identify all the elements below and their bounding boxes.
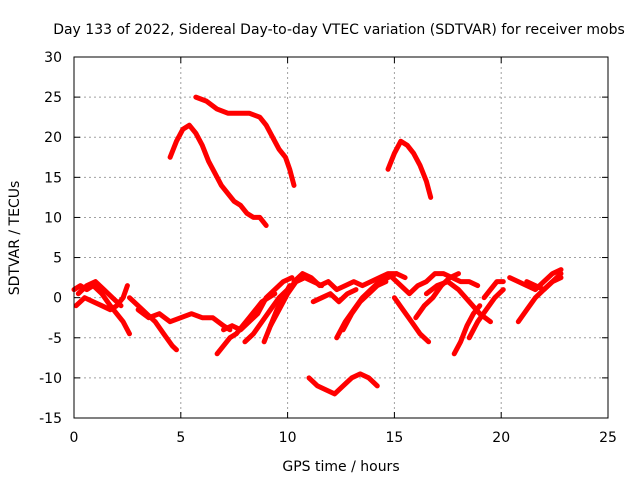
x-axis-ticks: 0 5 10 15 20 25 <box>70 57 617 446</box>
y-tick-label: 5 <box>53 251 62 267</box>
series-arc-21 <box>413 271 461 321</box>
y-tick-label: 25 <box>44 90 62 106</box>
y-tick-label: -15 <box>39 411 62 427</box>
series-arc-13 <box>291 271 399 293</box>
y-tick-label: 0 <box>53 291 62 307</box>
y-axis-label: SDTVAR / TECUs <box>7 181 23 296</box>
series-arc-6 <box>167 122 269 228</box>
series-arc-7 <box>193 94 297 188</box>
series-arc-4 <box>127 295 179 353</box>
series-arc-15 <box>310 287 359 305</box>
x-tick-label: 15 <box>385 430 403 446</box>
series-arc-26 <box>507 267 564 293</box>
data-series <box>71 94 564 397</box>
series-arc-9 <box>221 275 295 333</box>
y-tick-label: 10 <box>44 210 62 226</box>
series-arc-24 <box>466 287 506 341</box>
y-tick-label: -5 <box>48 331 62 347</box>
series-arc-23 <box>451 303 483 357</box>
grid-lines <box>74 57 608 418</box>
series-arc-28 <box>524 275 564 293</box>
series-arc-20 <box>391 295 432 345</box>
y-tick-label: 15 <box>44 170 62 186</box>
x-tick-label: 25 <box>599 430 617 446</box>
x-tick-label: 10 <box>279 430 297 446</box>
series-arc-17 <box>340 279 389 333</box>
series-arc-14 <box>306 371 380 397</box>
series-arc-18 <box>389 271 481 297</box>
series-arc-25 <box>481 279 506 301</box>
x-tick-label: 20 <box>492 430 510 446</box>
x-tick-label: 0 <box>70 430 79 446</box>
chart-title: Day 133 of 2022, Sidereal Day-to-day VTE… <box>53 22 625 38</box>
series-arc-2 <box>73 283 130 313</box>
plot-frame <box>73 56 609 419</box>
y-tick-label: -10 <box>39 371 62 387</box>
y-tick-label: 20 <box>44 130 62 146</box>
series-arc-19 <box>385 138 434 200</box>
series-arc-5 <box>135 307 233 333</box>
series-arc-3 <box>75 279 124 309</box>
y-tick-label: 30 <box>44 50 62 66</box>
x-axis-label: GPS time / hours <box>282 459 399 475</box>
y-axis-ticks: -15 -10 -5 0 5 10 15 20 25 30 <box>39 50 608 427</box>
x-tick-label: 5 <box>176 430 185 446</box>
series-arc-22 <box>423 279 493 325</box>
